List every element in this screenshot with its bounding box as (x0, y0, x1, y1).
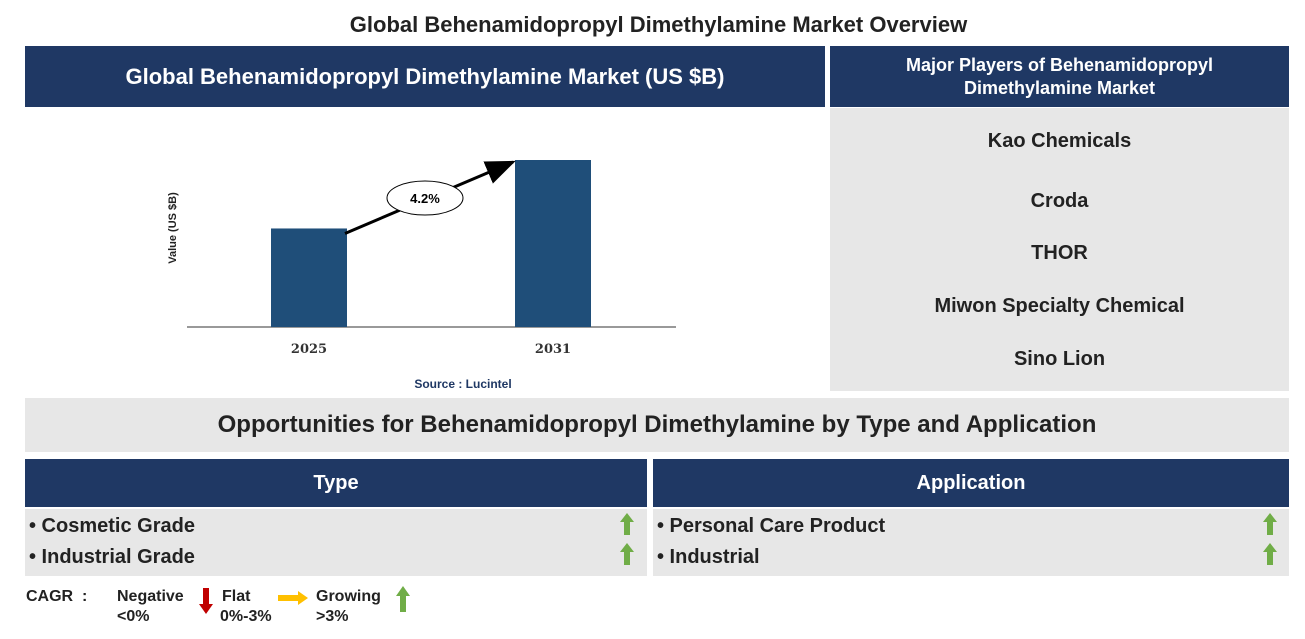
flat-arrow-icon (278, 591, 308, 605)
x-tick-label: 2025 (291, 342, 327, 357)
application-item: • Industrial (657, 546, 760, 568)
type-item: • Cosmetic Grade (29, 515, 195, 537)
opportunities-title: Opportunities for Behenamidopropyl Dimet… (25, 398, 1289, 452)
players-panel-header: Major Players of Behenamidopropyl Dimeth… (830, 46, 1289, 107)
type-header: Type (25, 459, 647, 507)
legend-flat-range: 0%-3% (220, 608, 272, 625)
y-axis-label: Value (US $B) (167, 192, 179, 264)
application-header: Application (653, 459, 1289, 507)
chart-source: Source : Lucintel (414, 377, 511, 391)
growing-arrow-icon (1263, 543, 1277, 565)
legend-growing-range: >3% (316, 608, 349, 625)
negative-arrow-icon (199, 588, 213, 614)
cagr-bubble (386, 180, 464, 216)
legend-flat-name: Flat (222, 588, 251, 605)
player-item: Miwon Specialty Chemical (934, 295, 1185, 317)
legend-separator: : (82, 588, 88, 605)
application-item: • Personal Care Product (657, 515, 886, 537)
players-list: Kao Chemicals Croda THOR Miwon Specialty… (830, 108, 1289, 391)
x-tick-label: 2031 (535, 342, 571, 357)
player-item: Kao Chemicals (987, 130, 1132, 152)
page-title: Global Behenamidopropyl Dimethylamine Ma… (349, 12, 968, 37)
legend-negative-range: <0% (117, 608, 150, 625)
application-list: • Personal Care Product • Industrial (653, 509, 1289, 576)
market-chart: Value (US $B) 2025 2031 4.2% Source : Luc… (25, 108, 825, 393)
type-item: • Industrial Grade (29, 546, 195, 568)
player-item: Croda (1030, 190, 1089, 212)
growing-arrow-icon (620, 543, 634, 565)
growing-arrow-icon (1263, 513, 1277, 535)
bar-2025 (271, 228, 347, 327)
market-panel-header: Global Behenamidopropyl Dimethylamine Ma… (25, 46, 825, 107)
legend-label: CAGR (26, 588, 74, 605)
legend-growing-name: Growing (316, 588, 381, 605)
player-item: Sino Lion (1013, 348, 1106, 370)
bar-2031 (515, 160, 591, 327)
bar-chart: Value (US $B) 2025 2031 4.2% Source : Luc… (167, 160, 676, 391)
growing-arrow-icon (396, 586, 410, 612)
cagr-label: 4.2% (410, 191, 440, 206)
player-item: THOR (1031, 242, 1088, 264)
legend-negative-name: Negative (117, 588, 184, 605)
growing-arrow-icon (620, 513, 634, 535)
type-list: • Cosmetic Grade • Industrial Grade (25, 509, 647, 576)
